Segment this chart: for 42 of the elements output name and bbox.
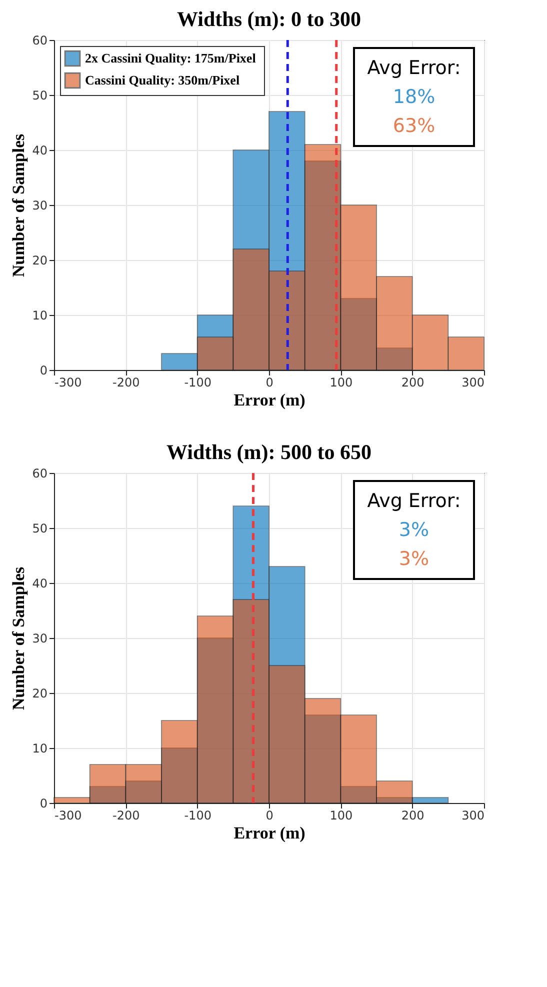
- annotation: 3%: [398, 519, 430, 541]
- legend-label: Cassini Quality: 350m/Pixel: [85, 72, 240, 88]
- x-tick-label: -100: [184, 376, 212, 390]
- x-tick-label: -200: [112, 808, 140, 822]
- x-tick-label: -100: [184, 808, 212, 822]
- y-tick-label: 40: [32, 144, 48, 158]
- y-axis-title: Number of Samples: [9, 566, 28, 710]
- y-tick-label: 20: [32, 254, 48, 268]
- y-tick-label: 0: [40, 364, 48, 378]
- y-tick-label: 60: [32, 466, 48, 480]
- chart-title: Widths (m): 500 to 650: [166, 440, 372, 464]
- y-tick-label: 60: [32, 34, 48, 48]
- y-tick-label: 50: [32, 522, 48, 536]
- y-tick-label: 30: [32, 632, 48, 646]
- annotation: 63%: [392, 115, 436, 137]
- y-tick-label: 30: [32, 198, 48, 212]
- legend-label: 2x Cassini Quality: 175m/Pixel: [85, 50, 256, 66]
- chart-title: Widths (m): 0 to 300: [177, 7, 361, 31]
- y-tick-label: 20: [32, 686, 48, 700]
- x-tick-label: -300: [54, 376, 82, 390]
- x-axis-title: Error (m): [234, 824, 306, 842]
- annotation: 18%: [392, 86, 436, 108]
- x-tick-label: 200: [401, 808, 424, 822]
- x-tick-label: 100: [330, 376, 353, 390]
- x-tick-label: 100: [330, 808, 353, 822]
- x-tick-label: 300: [462, 376, 484, 390]
- y-tick-label: 10: [32, 742, 48, 756]
- x-tick-label: 0: [266, 376, 274, 390]
- y-tick-label: 50: [32, 88, 48, 102]
- x-tick-label: 0: [266, 808, 274, 822]
- y-tick-label: 0: [40, 796, 48, 810]
- x-tick-label: 300: [462, 808, 484, 822]
- x-tick-label: -200: [112, 376, 140, 390]
- y-tick-label: 10: [32, 308, 48, 322]
- annotation: 3%: [398, 548, 430, 570]
- x-tick-label: -300: [54, 808, 82, 822]
- x-axis-title: Error (m): [234, 390, 306, 410]
- y-tick-label: 40: [32, 576, 48, 590]
- x-tick-label: 200: [401, 376, 424, 390]
- y-axis-title: Number of Samples: [9, 133, 28, 278]
- annotation: Avg Error:: [367, 490, 461, 512]
- annotation: Avg Error:: [367, 57, 461, 79]
